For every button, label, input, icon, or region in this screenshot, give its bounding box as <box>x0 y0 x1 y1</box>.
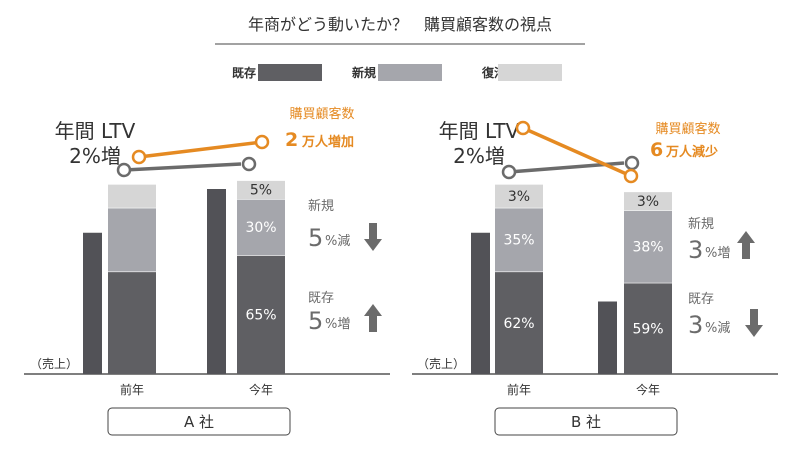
customers-end-marker <box>623 168 639 184</box>
company-label: A 社 <box>184 413 214 431</box>
change-annotation: 新規 5 %減 <box>308 198 382 252</box>
segment-label: 5% <box>250 183 272 199</box>
x-tick-label: 前年 <box>120 382 144 397</box>
total-sales-bar <box>83 232 102 374</box>
stacked-segment <box>624 282 672 374</box>
segment-label: 35% <box>503 233 534 249</box>
change-annotation-unit: %増 <box>705 246 730 261</box>
legend-swatch <box>498 64 562 81</box>
company-label-box: B 社 <box>494 407 678 436</box>
customers-value: 6 <box>650 139 663 161</box>
arrow-down-icon <box>364 223 382 251</box>
change-annotation-value: 3 <box>688 311 703 339</box>
chart-title: 年商がどう動いたか？ 購買顧客数の視点 <box>248 15 552 34</box>
stacked-segment <box>624 191 672 211</box>
change-annotation: 既存5 %増 <box>308 291 382 335</box>
legend-label: 既存 <box>232 65 256 80</box>
arrow-up-icon <box>737 231 755 259</box>
change-annotation-value: 3 <box>688 236 703 264</box>
customers-trend-line <box>138 140 263 159</box>
customers-trend-line <box>522 126 632 178</box>
segment-label: 3% <box>508 189 530 205</box>
customers-start-marker <box>515 120 531 136</box>
company-label-frame <box>107 407 291 436</box>
change-annotation: 新規 3 %増 <box>688 216 755 264</box>
change-annotation-label: 新規 <box>688 216 714 232</box>
ltv-change-label: 2%増 <box>69 144 121 168</box>
arrow-down-icon <box>745 309 763 337</box>
customers-change-text: 万人増加 <box>301 134 354 150</box>
stacked-segment <box>495 271 543 374</box>
ltv-label: 年間 LTV <box>439 119 520 143</box>
change-annotation-unit: %減 <box>705 320 730 336</box>
ltv-start-marker <box>501 164 517 180</box>
ltv-end-marker <box>241 156 257 172</box>
company-label-box: A 社 <box>107 407 291 436</box>
stacked-segment <box>495 207 543 272</box>
customers-value: 2 <box>285 129 298 151</box>
customers-label: 購買顧客数 <box>655 121 720 137</box>
x-tick-label: 前年 <box>507 382 531 397</box>
customers-label: 購買顧客数 <box>289 106 354 122</box>
stacked-segment <box>237 255 285 374</box>
y-axis-label: （売上） <box>417 356 465 371</box>
ltv-label: 年間 LTV <box>55 119 136 143</box>
legend: 既存 新規 復活 <box>232 64 562 81</box>
segment-label: 30% <box>245 220 276 236</box>
legend-item: 復活 <box>481 64 562 81</box>
segment-label: 3% <box>637 194 659 210</box>
x-tick-label: 今年 <box>636 382 660 397</box>
legend-swatch <box>258 64 322 81</box>
segment-label: 38% <box>632 240 663 256</box>
change-annotation-unit: %増 <box>325 317 350 332</box>
company-label-frame <box>494 407 678 436</box>
legend-item: 既存 <box>232 64 322 81</box>
ltv-start-marker <box>116 162 132 178</box>
customers-start-marker <box>131 149 147 165</box>
change-annotation-label: 既存 <box>308 291 334 306</box>
change-annotation-value: 5 <box>308 224 323 252</box>
arrow-up-icon <box>364 304 382 332</box>
total-sales-bar <box>471 232 490 374</box>
change-annotation: 既存 3 %減 <box>688 292 763 339</box>
change-annotation-unit: %減 <box>325 233 350 249</box>
total-sales-bar <box>207 189 226 374</box>
stacked-segment <box>108 271 156 374</box>
customers-end-marker <box>254 134 270 150</box>
segment-label: 65% <box>245 308 276 324</box>
segment-label: 59% <box>632 321 663 337</box>
segment-label: 62% <box>503 316 534 332</box>
change-annotation-label: 新規 <box>308 198 334 214</box>
stacked-segment <box>108 184 156 208</box>
stacked-segment <box>495 184 543 208</box>
change-annotation-label: 既存 <box>688 292 714 307</box>
legend-swatch <box>378 64 442 81</box>
ltv-end-marker <box>624 155 640 171</box>
ltv-trend-line <box>123 162 242 172</box>
legend-item: 新規 <box>352 64 442 81</box>
x-tick-label: 今年 <box>249 382 273 397</box>
stacked-segment <box>237 180 285 199</box>
change-annotation-value: 5 <box>308 307 323 335</box>
legend-label: 新規 <box>352 65 376 80</box>
stacked-segment <box>624 210 672 283</box>
company-label: B 社 <box>571 413 601 431</box>
stacked-segment <box>108 207 156 272</box>
stacked-segment <box>237 199 285 256</box>
ltv-change-label: 2%増 <box>453 144 505 168</box>
total-sales-bar <box>598 301 617 374</box>
y-axis-label: （売上） <box>30 356 78 371</box>
customers-change-text: 万人減少 <box>665 144 718 160</box>
